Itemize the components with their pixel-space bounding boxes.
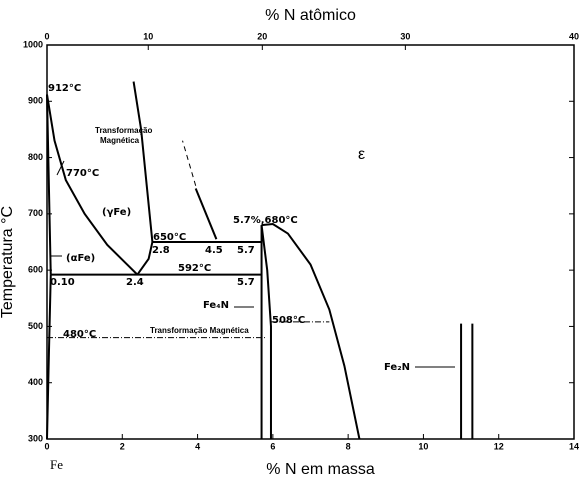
x-tick-label: 6	[270, 441, 275, 451]
annotation: Fe₄N	[203, 300, 229, 311]
y-tick-label: 500	[28, 321, 43, 331]
y-tick-label: 800	[28, 152, 43, 162]
x2-axis-title: % N atômico	[265, 7, 356, 24]
y-tick-label: 700	[28, 208, 43, 218]
x-tick-label: 8	[346, 441, 351, 451]
annotation: Fe₂N	[384, 362, 410, 373]
phase-boundary	[260, 224, 272, 439]
y-tick-label: 400	[28, 377, 43, 387]
y-tick-label: 600	[28, 265, 43, 275]
annotation: 5.7	[237, 277, 255, 288]
x-axis-title: % N em massa	[266, 461, 375, 478]
phase-boundary	[261, 222, 361, 440]
x2-tick-label: 20	[257, 31, 267, 41]
y-tick-label: 300	[28, 433, 43, 443]
annotation: ε	[358, 146, 365, 163]
annotation: 2.8	[152, 245, 170, 256]
annotation: 592°C	[178, 263, 211, 274]
arrows	[50, 160, 455, 368]
annotation: 5.7%,680°C	[233, 215, 298, 226]
phase-boundary	[46, 94, 139, 276]
y-tick-label: 900	[28, 96, 43, 106]
origin-label: Fe	[50, 457, 63, 472]
phase-boundary	[182, 140, 197, 186]
annotation: (αFe)	[66, 253, 95, 264]
annotation: (γFe)	[102, 207, 131, 218]
annotation: Transformação	[95, 126, 152, 135]
x-tick-label: 4	[195, 441, 200, 451]
annotation: Magnética	[100, 136, 140, 145]
x2-tick-label: 0	[44, 31, 49, 41]
phase-boundary	[46, 274, 52, 440]
annotation: 4.5	[205, 245, 223, 256]
annotation: 0.10	[50, 277, 75, 288]
x-tick-label: 12	[494, 441, 504, 451]
y-tick-label: 1000	[23, 39, 43, 49]
annotation: 912°C	[48, 83, 81, 94]
annotation: Transformação Magnética	[150, 326, 249, 335]
annotation: 770°C	[66, 168, 99, 179]
x2-tick-label: 10	[143, 31, 153, 41]
x2-tick-label: 40	[569, 31, 579, 41]
phase-boundary	[46, 94, 52, 275]
annotation: 5.7	[237, 245, 255, 256]
x-tick-label: 0	[44, 441, 49, 451]
x2-tick-label: 30	[400, 31, 410, 41]
y-axis-title: Temperatura °C	[0, 206, 16, 318]
x-tick-label: 10	[418, 441, 428, 451]
annotation: 650°C	[153, 232, 186, 243]
annotation: 508°C	[272, 315, 305, 326]
x-tick-label: 14	[569, 441, 579, 451]
plot-frame	[46, 44, 575, 440]
annotation: 2.4	[126, 277, 144, 288]
annotation: 480°C	[63, 329, 96, 340]
x-tick-label: 2	[120, 441, 125, 451]
phase-boundary	[194, 188, 218, 240]
phase-boundary	[132, 81, 154, 276]
